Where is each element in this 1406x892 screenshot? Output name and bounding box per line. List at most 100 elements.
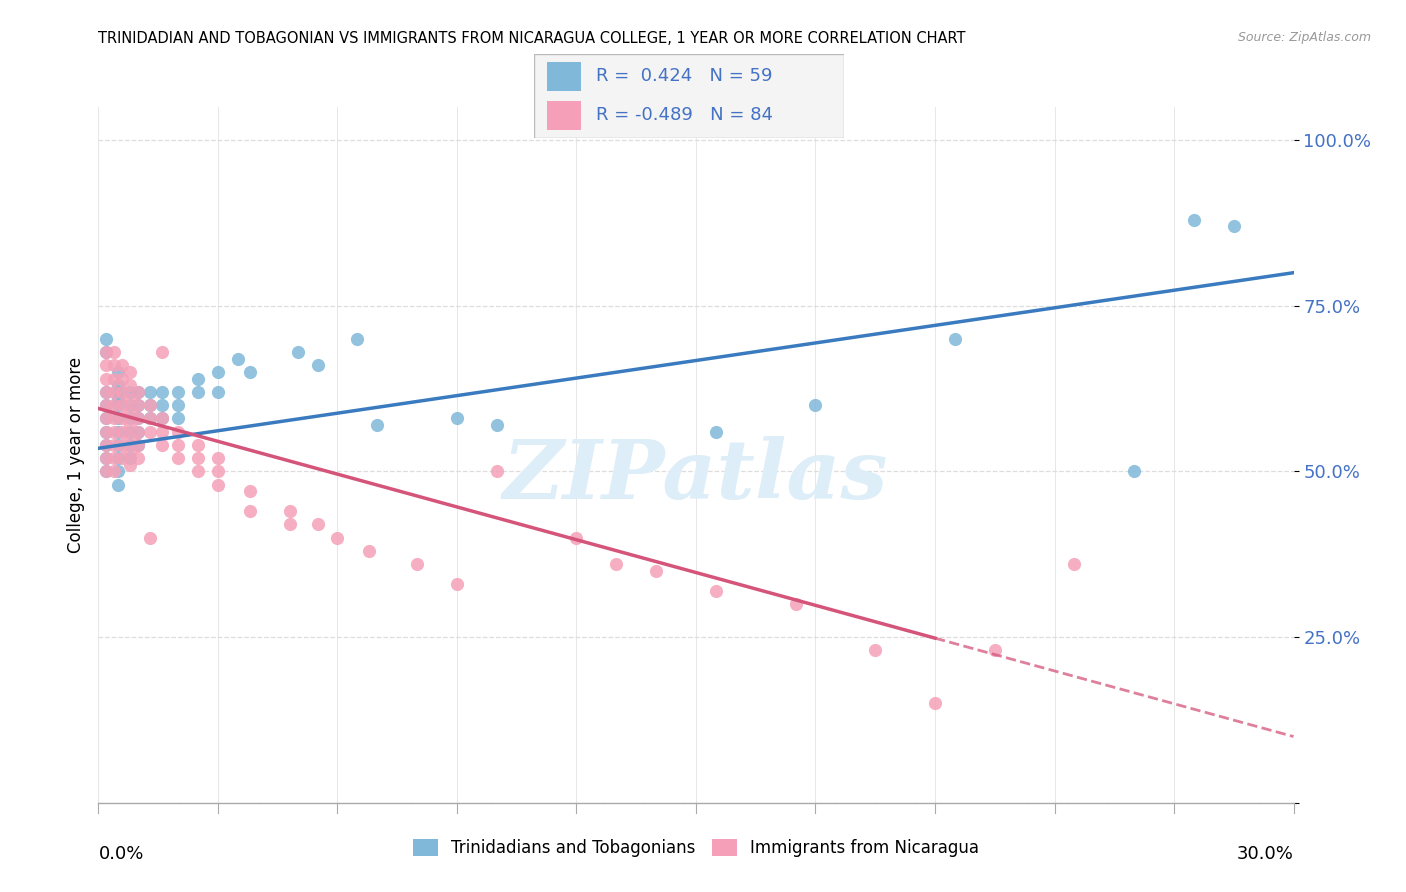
Point — [103, 359, 125, 373]
Point — [226, 351, 249, 366]
Point — [139, 411, 162, 425]
Point — [150, 425, 173, 439]
Point — [107, 378, 129, 392]
Point — [103, 465, 125, 479]
Point — [785, 597, 807, 611]
Point — [239, 365, 262, 379]
Point — [120, 398, 142, 412]
Point — [120, 444, 142, 458]
Point — [127, 411, 149, 425]
Point — [127, 438, 149, 452]
Point — [107, 411, 129, 425]
Point — [96, 398, 118, 412]
Point — [107, 465, 129, 479]
Point — [167, 451, 190, 466]
Point — [446, 577, 468, 591]
Point — [120, 392, 142, 406]
Point — [187, 438, 209, 452]
Point — [187, 372, 209, 386]
Point — [96, 345, 118, 359]
Point — [96, 372, 118, 386]
Point — [207, 384, 229, 399]
Point — [96, 411, 118, 425]
Point — [96, 384, 118, 399]
Point — [111, 372, 134, 386]
Point — [111, 398, 134, 412]
Point — [120, 384, 142, 399]
Point — [107, 451, 129, 466]
Point — [127, 411, 149, 425]
Point — [983, 643, 1005, 657]
Text: ZIPatlas: ZIPatlas — [503, 436, 889, 516]
Point — [239, 484, 262, 499]
Point — [103, 425, 125, 439]
Point — [1063, 558, 1085, 572]
Point — [485, 418, 508, 433]
Point — [139, 384, 162, 399]
Point — [96, 384, 118, 399]
Point — [111, 384, 134, 399]
Point — [96, 465, 118, 479]
Point — [605, 558, 627, 572]
Point — [107, 392, 129, 406]
Point — [120, 405, 142, 419]
Point — [107, 425, 129, 439]
Point — [150, 438, 173, 452]
Point — [167, 384, 190, 399]
Point — [96, 332, 118, 346]
Point — [96, 438, 118, 452]
Point — [207, 451, 229, 466]
Point — [127, 398, 149, 412]
Point — [120, 411, 142, 425]
Point — [111, 359, 134, 373]
Point — [127, 425, 149, 439]
Point — [150, 411, 173, 425]
Point — [278, 504, 301, 518]
Point — [287, 345, 309, 359]
Point — [139, 398, 162, 412]
Point — [167, 411, 190, 425]
Point — [239, 504, 262, 518]
Point — [103, 451, 125, 466]
Point — [704, 425, 727, 439]
Bar — [547, 101, 581, 130]
Point — [150, 398, 173, 412]
Point — [1222, 219, 1246, 234]
Text: 30.0%: 30.0% — [1237, 845, 1294, 863]
Point — [326, 531, 349, 545]
Point — [207, 365, 229, 379]
Point — [96, 411, 118, 425]
Text: R =  0.424   N = 59: R = 0.424 N = 59 — [596, 68, 773, 86]
Point — [207, 465, 229, 479]
Point — [96, 425, 118, 439]
Point — [107, 438, 129, 452]
Point — [924, 697, 946, 711]
Point — [278, 517, 301, 532]
Legend: Trinidadians and Tobagonians, Immigrants from Nicaragua: Trinidadians and Tobagonians, Immigrants… — [406, 832, 986, 864]
Point — [127, 438, 149, 452]
Point — [307, 359, 329, 373]
Point — [406, 558, 429, 572]
Point — [346, 332, 368, 346]
Point — [139, 411, 162, 425]
Point — [111, 438, 134, 452]
Point — [150, 411, 173, 425]
Point — [645, 564, 668, 578]
Point — [307, 517, 329, 532]
Point — [863, 643, 886, 657]
Point — [565, 531, 588, 545]
Text: 0.0%: 0.0% — [98, 845, 143, 863]
Point — [103, 372, 125, 386]
Point — [103, 411, 125, 425]
Point — [120, 458, 142, 472]
Point — [120, 365, 142, 379]
Point — [96, 345, 118, 359]
Point — [127, 398, 149, 412]
Point — [127, 384, 149, 399]
Point — [111, 411, 134, 425]
Point — [103, 384, 125, 399]
Text: Source: ZipAtlas.com: Source: ZipAtlas.com — [1237, 31, 1371, 45]
Point — [103, 345, 125, 359]
Point — [187, 465, 209, 479]
Point — [103, 438, 125, 452]
